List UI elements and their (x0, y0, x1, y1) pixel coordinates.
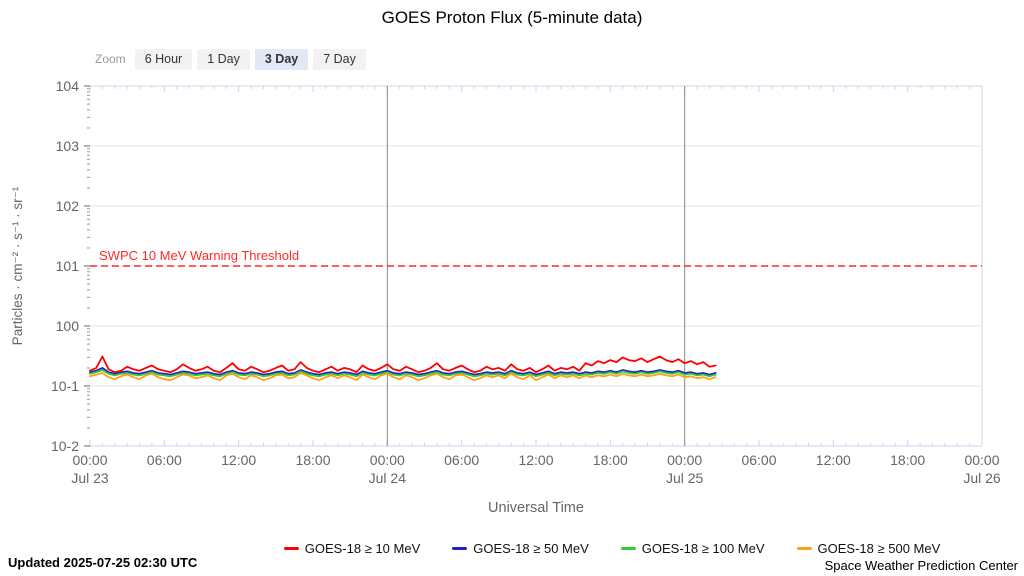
x-tick-label: 18:00 (593, 452, 628, 468)
legend-item-goes-18-500-mev[interactable]: GOES-18 ≥ 500 MeV (796, 541, 941, 556)
legend-label: GOES-18 ≥ 100 MeV (641, 541, 765, 556)
updated-timestamp: Updated 2025-07-25 02:30 UTC (8, 555, 198, 570)
x-tick-label: 12:00 (518, 452, 553, 468)
legend-label: GOES-18 ≥ 10 MeV (304, 541, 421, 556)
y-tick-label: 10-1 (51, 378, 79, 394)
x-tick-label: 12:00 (221, 452, 256, 468)
range-button-3-day[interactable]: 3 Day (254, 49, 309, 70)
legend-item-goes-18-10-mev[interactable]: GOES-18 ≥ 10 MeV (283, 541, 421, 556)
zoom-label: Zoom (95, 52, 126, 67)
legend-dash-icon (796, 547, 812, 550)
x-axis-title: Universal Time (488, 500, 584, 516)
x-date-label: Jul 25 (666, 470, 704, 486)
series-goes-18-100-mev (89, 369, 717, 378)
x-tick-label: 00:00 (964, 452, 999, 468)
x-tick-label: 18:00 (890, 452, 925, 468)
range-button-1-day[interactable]: 1 Day (197, 49, 250, 70)
y-tick-label: 100 (56, 318, 80, 334)
x-date-label: Jul 24 (369, 470, 407, 486)
y-tick-label: 104 (56, 78, 80, 94)
range-selector: Zoom 6 Hour 1 Day 3 Day 7 Day (95, 49, 366, 70)
legend-label: GOES-18 ≥ 500 MeV (817, 541, 941, 556)
legend-dash-icon (620, 547, 636, 550)
x-date-label: Jul 23 (71, 470, 109, 486)
legend: GOES-18 ≥ 10 MeV GOES-18 ≥ 50 MeV GOES-18 … (200, 541, 1024, 556)
range-button-7-day[interactable]: 7 Day (313, 49, 366, 70)
x-tick-label: 00:00 (72, 452, 107, 468)
source-credit: Space Weather Prediction Center (824, 558, 1018, 573)
series-goes-18-500-mev (89, 372, 717, 382)
legend-label: GOES-18 ≥ 50 MeV (473, 541, 589, 556)
legend-item-goes-18-50-mev[interactable]: GOES-18 ≥ 50 MeV (452, 541, 589, 556)
x-tick-label: 06:00 (147, 452, 182, 468)
x-tick-label: 00:00 (370, 452, 405, 468)
legend-dash-icon (452, 547, 468, 550)
y-tick-label: 10-2 (51, 438, 79, 454)
page-title: GOES Proton Flux (5-minute data) (381, 8, 643, 27)
threshold-label: SWPC 10 MeV Warning Threshold (99, 248, 299, 263)
y-tick-label: 101 (56, 258, 80, 274)
legend-item-goes-18-100-mev[interactable]: GOES-18 ≥ 100 MeV (620, 541, 765, 556)
series-goes-18-10-mev (89, 355, 717, 374)
x-date-label: Jul 26 (963, 470, 1001, 486)
x-tick-label: 00:00 (667, 452, 702, 468)
x-tick-label: 18:00 (295, 452, 330, 468)
legend-dash-icon (283, 547, 299, 550)
y-axis-title: Particles · cm⁻² · s⁻¹ · sr⁻¹ (10, 186, 25, 345)
y-tick-label: 103 (56, 138, 80, 154)
range-button-6-hour[interactable]: 6 Hour (134, 49, 193, 70)
series-goes-18-50-mev (89, 366, 717, 376)
x-tick-label: 12:00 (816, 452, 851, 468)
x-tick-label: 06:00 (444, 452, 479, 468)
y-tick-label: 102 (56, 198, 80, 214)
x-tick-label: 06:00 (741, 452, 776, 468)
